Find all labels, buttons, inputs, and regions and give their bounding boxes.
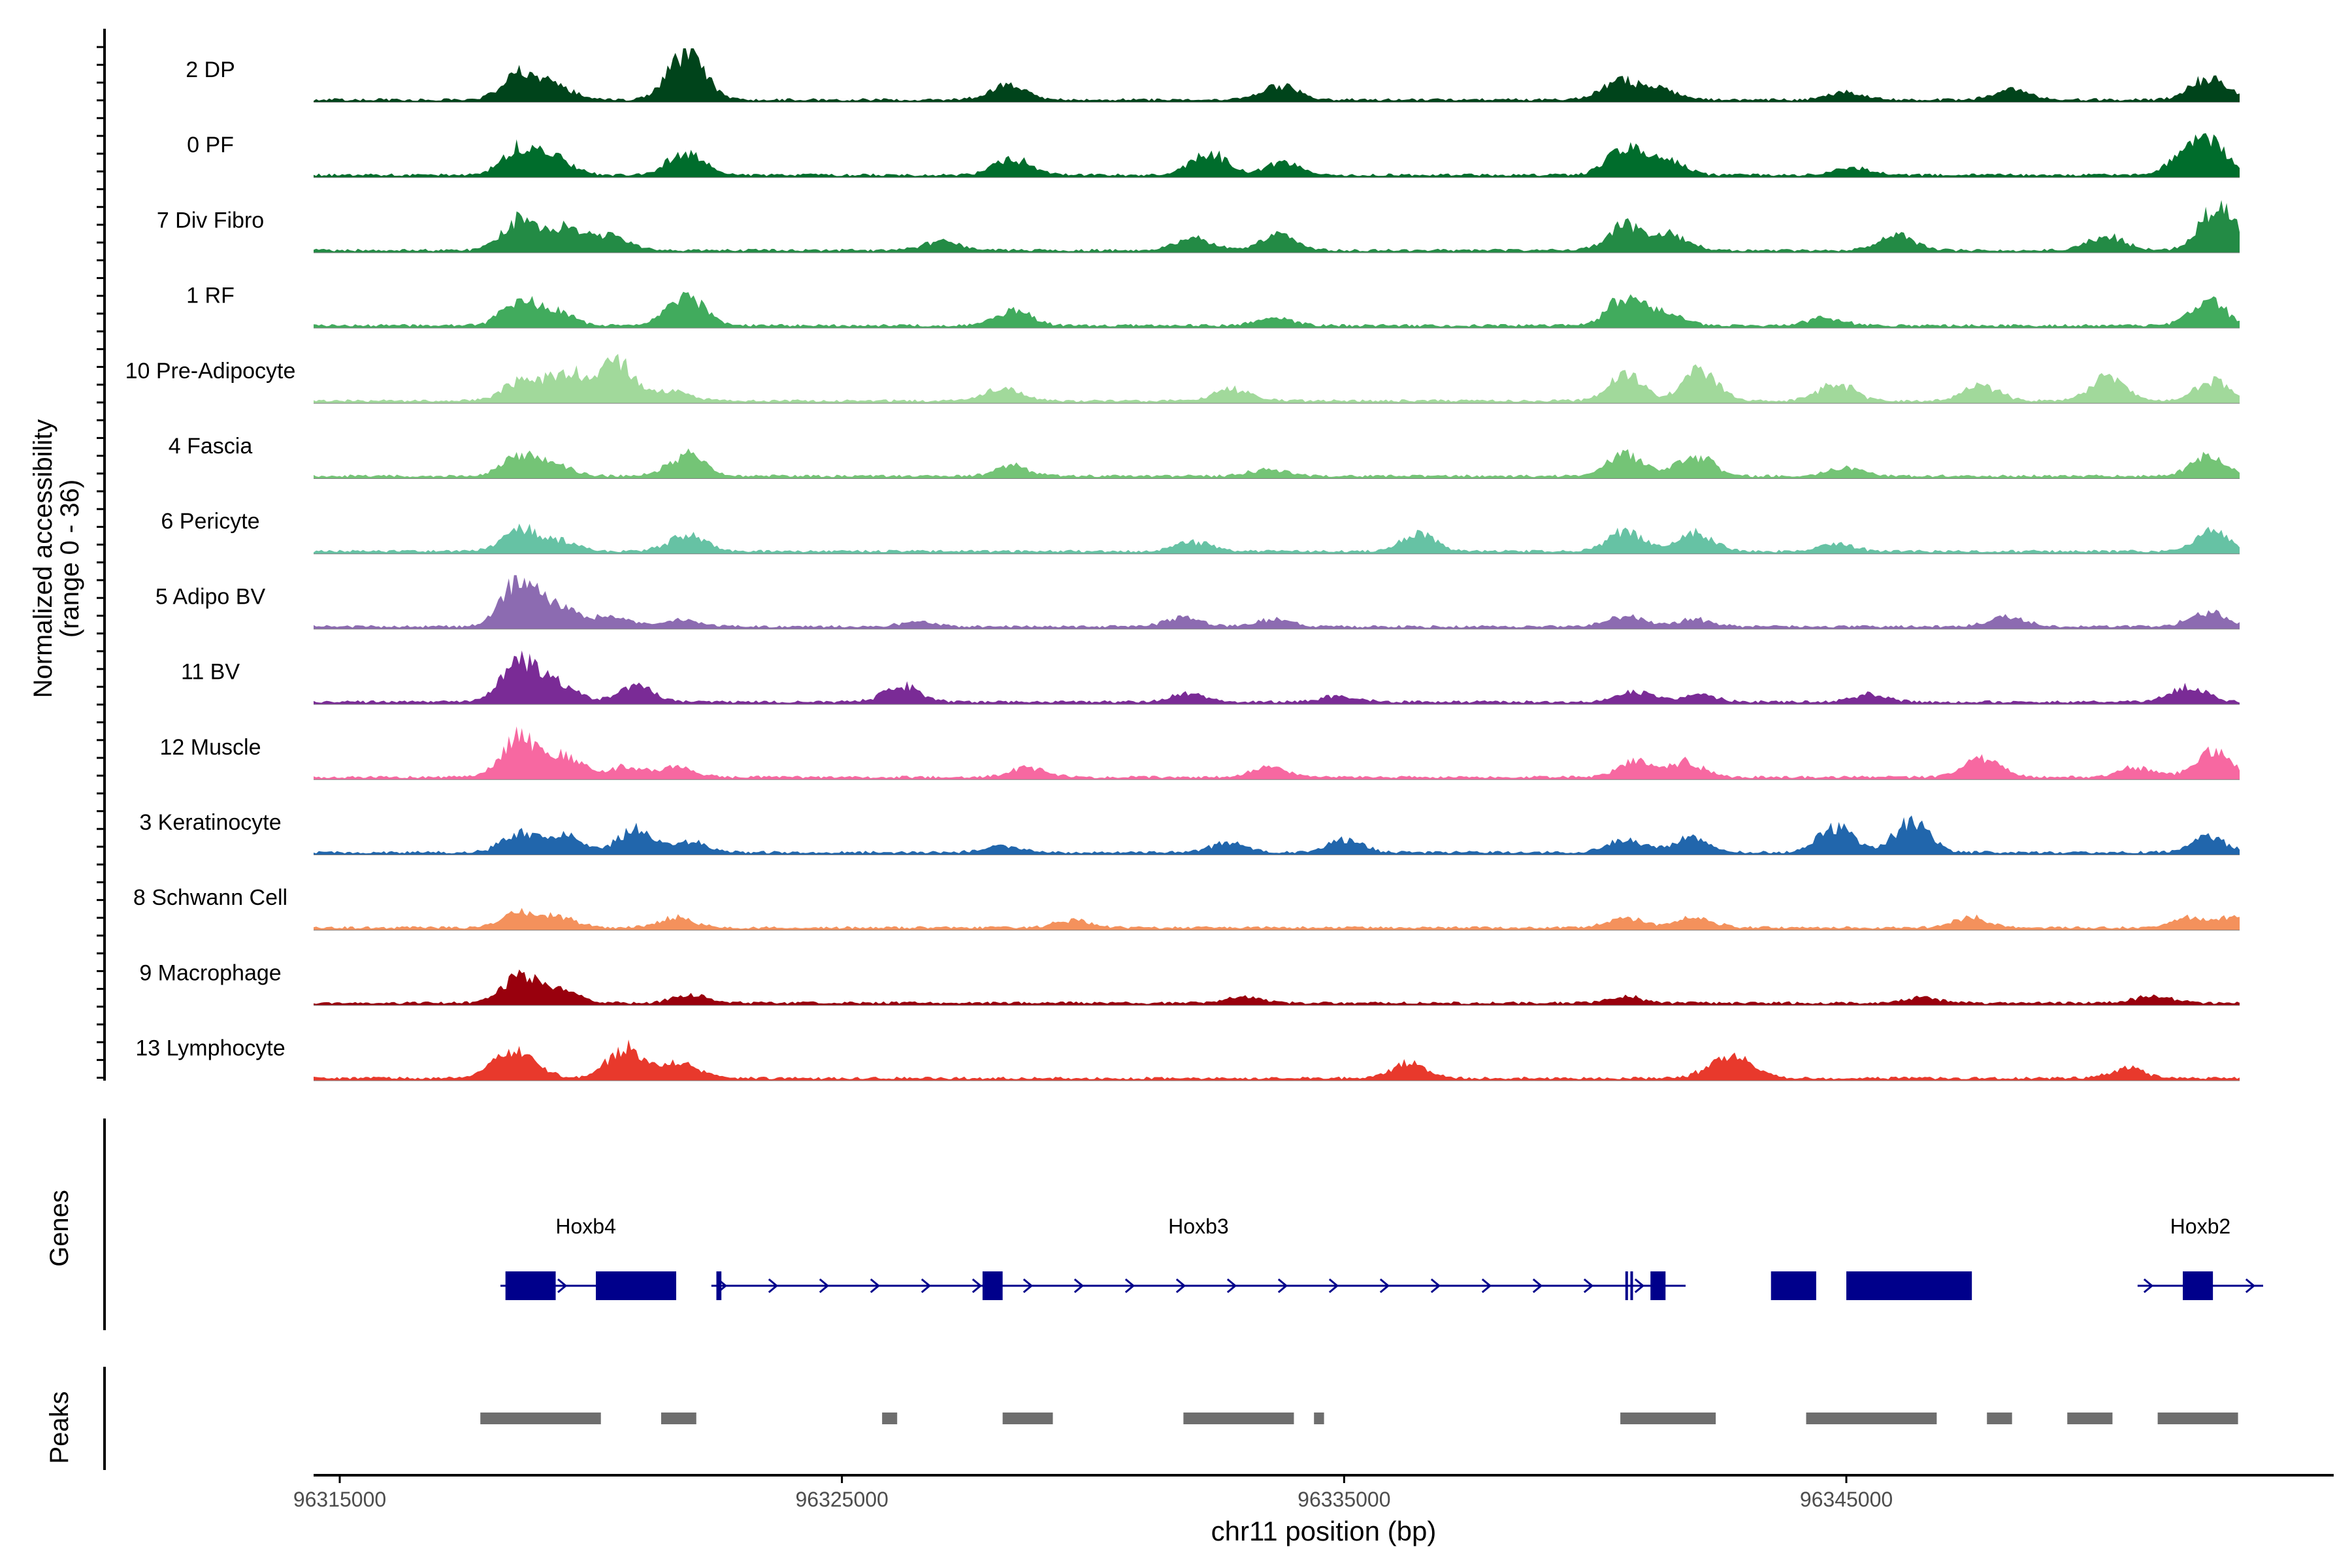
strand-arrow-icon bbox=[1073, 1278, 1085, 1294]
strand-arrow-icon bbox=[1226, 1278, 1237, 1294]
peak-region bbox=[882, 1413, 898, 1424]
y-axis bbox=[97, 29, 106, 1081]
strand-arrow-icon bbox=[1532, 1278, 1543, 1294]
x-tick-label: 96345000 bbox=[1800, 1488, 1893, 1511]
peak-annotation-panel bbox=[103, 1367, 2238, 1470]
exon bbox=[982, 1271, 1003, 1300]
coverage-area bbox=[314, 133, 2240, 178]
strand-arrow-icon bbox=[1277, 1278, 1288, 1294]
track-label: 6 Pericyte bbox=[161, 509, 259, 534]
peak-region bbox=[1183, 1413, 1294, 1424]
gene-name: Hoxb3 bbox=[1168, 1215, 1229, 1238]
gene-name: Hoxb4 bbox=[555, 1215, 616, 1238]
track-label: 3 Keratinocyte bbox=[139, 810, 281, 835]
strand-arrow-icon bbox=[972, 1278, 983, 1294]
genes-panel-label: Genes bbox=[45, 1190, 74, 1267]
peak-region bbox=[661, 1413, 696, 1424]
exon bbox=[1771, 1271, 1816, 1300]
strand-arrow-icon bbox=[2143, 1278, 2154, 1294]
track-label: 8 Schwann Cell bbox=[133, 885, 287, 910]
coverage-area bbox=[314, 575, 2240, 629]
peak-region bbox=[480, 1413, 601, 1424]
exon bbox=[1625, 1271, 1628, 1300]
coverage-area bbox=[314, 353, 2240, 403]
track-label: 1 RF bbox=[186, 284, 235, 308]
coverage-tracks: 2 DP 0 PF 7 Div Fibro 1 RF 10 Pre-Adipocyte 4… bbox=[125, 48, 2240, 1081]
track-label: 2 DP bbox=[186, 57, 235, 82]
strand-arrow-icon bbox=[768, 1278, 779, 1294]
strand-arrow-icon bbox=[1328, 1278, 1339, 1294]
strand-arrow-icon bbox=[1481, 1278, 1492, 1294]
coverage-area bbox=[314, 523, 2240, 554]
peak-region bbox=[1806, 1413, 1937, 1424]
strand-arrow-icon bbox=[819, 1278, 830, 1294]
coverage-area bbox=[314, 1039, 2240, 1081]
exon bbox=[596, 1271, 677, 1300]
coverage-area bbox=[314, 969, 2240, 1005]
peak-region bbox=[1002, 1413, 1053, 1424]
gene-name: Hoxb2 bbox=[2170, 1215, 2231, 1238]
x-axis: 96315000 96325000 96335000 96345000 bbox=[293, 1474, 2334, 1511]
strand-arrow-icon bbox=[1175, 1278, 1186, 1294]
coverage-area bbox=[314, 726, 2240, 779]
track-label: 7 Div Fibro bbox=[157, 208, 264, 233]
strand-arrow-icon bbox=[1022, 1278, 1034, 1294]
peaks-panel-label: Peaks bbox=[45, 1391, 74, 1463]
coverage-area bbox=[314, 448, 2240, 478]
exon bbox=[1846, 1271, 1972, 1300]
peak-region bbox=[1987, 1413, 2012, 1424]
exon bbox=[1650, 1271, 1666, 1300]
track-label: 11 BV bbox=[181, 660, 240, 685]
coverage-area bbox=[314, 650, 2240, 704]
gene-annotation-panel: Hoxb4 Hoxb3 Hoxb2 bbox=[103, 1119, 2263, 1330]
x-tick-label: 96335000 bbox=[1298, 1488, 1390, 1511]
strand-arrow-icon bbox=[557, 1278, 568, 1294]
x-tick-label: 96325000 bbox=[795, 1488, 888, 1511]
track-label: 5 Adipo BV bbox=[155, 584, 266, 609]
track-label: 4 Fascia bbox=[169, 434, 253, 459]
y-axis-title-line2: (range 0 - 36) bbox=[56, 480, 84, 638]
strand-arrow-icon bbox=[1583, 1278, 1594, 1294]
exon bbox=[716, 1271, 722, 1300]
strand-arrow-icon bbox=[1379, 1278, 1390, 1294]
x-axis-title: chr11 position (bp) bbox=[1211, 1516, 1437, 1546]
track-label: 10 Pre-Adipocyte bbox=[125, 359, 296, 384]
strand-arrow-icon bbox=[1634, 1278, 1645, 1294]
peak-region bbox=[2067, 1413, 2113, 1424]
peak-region bbox=[2157, 1413, 2238, 1424]
strand-arrow-icon bbox=[1430, 1278, 1441, 1294]
coverage-area bbox=[314, 907, 2240, 930]
y-axis-title-line1: Normalized accessibility bbox=[29, 419, 57, 698]
strand-arrow-icon bbox=[921, 1278, 932, 1294]
x-tick-label: 96315000 bbox=[293, 1488, 386, 1511]
peak-region bbox=[1314, 1413, 1324, 1424]
coverage-area bbox=[314, 48, 2240, 102]
strand-arrow-icon bbox=[2245, 1278, 2256, 1294]
exon bbox=[505, 1271, 556, 1300]
strand-arrow-icon bbox=[870, 1278, 881, 1294]
peak-region bbox=[1620, 1413, 1716, 1424]
exon bbox=[2183, 1271, 2213, 1300]
exon bbox=[1630, 1271, 1633, 1300]
track-label: 13 Lymphocyte bbox=[135, 1036, 285, 1061]
track-label: 0 PF bbox=[187, 133, 234, 157]
coverage-area bbox=[314, 200, 2240, 253]
strand-arrow-icon bbox=[1124, 1278, 1135, 1294]
track-label: 12 Muscle bbox=[160, 735, 261, 760]
track-label: 9 Macrophage bbox=[139, 960, 281, 985]
coverage-area bbox=[314, 815, 2240, 855]
coverage-area bbox=[314, 291, 2240, 328]
